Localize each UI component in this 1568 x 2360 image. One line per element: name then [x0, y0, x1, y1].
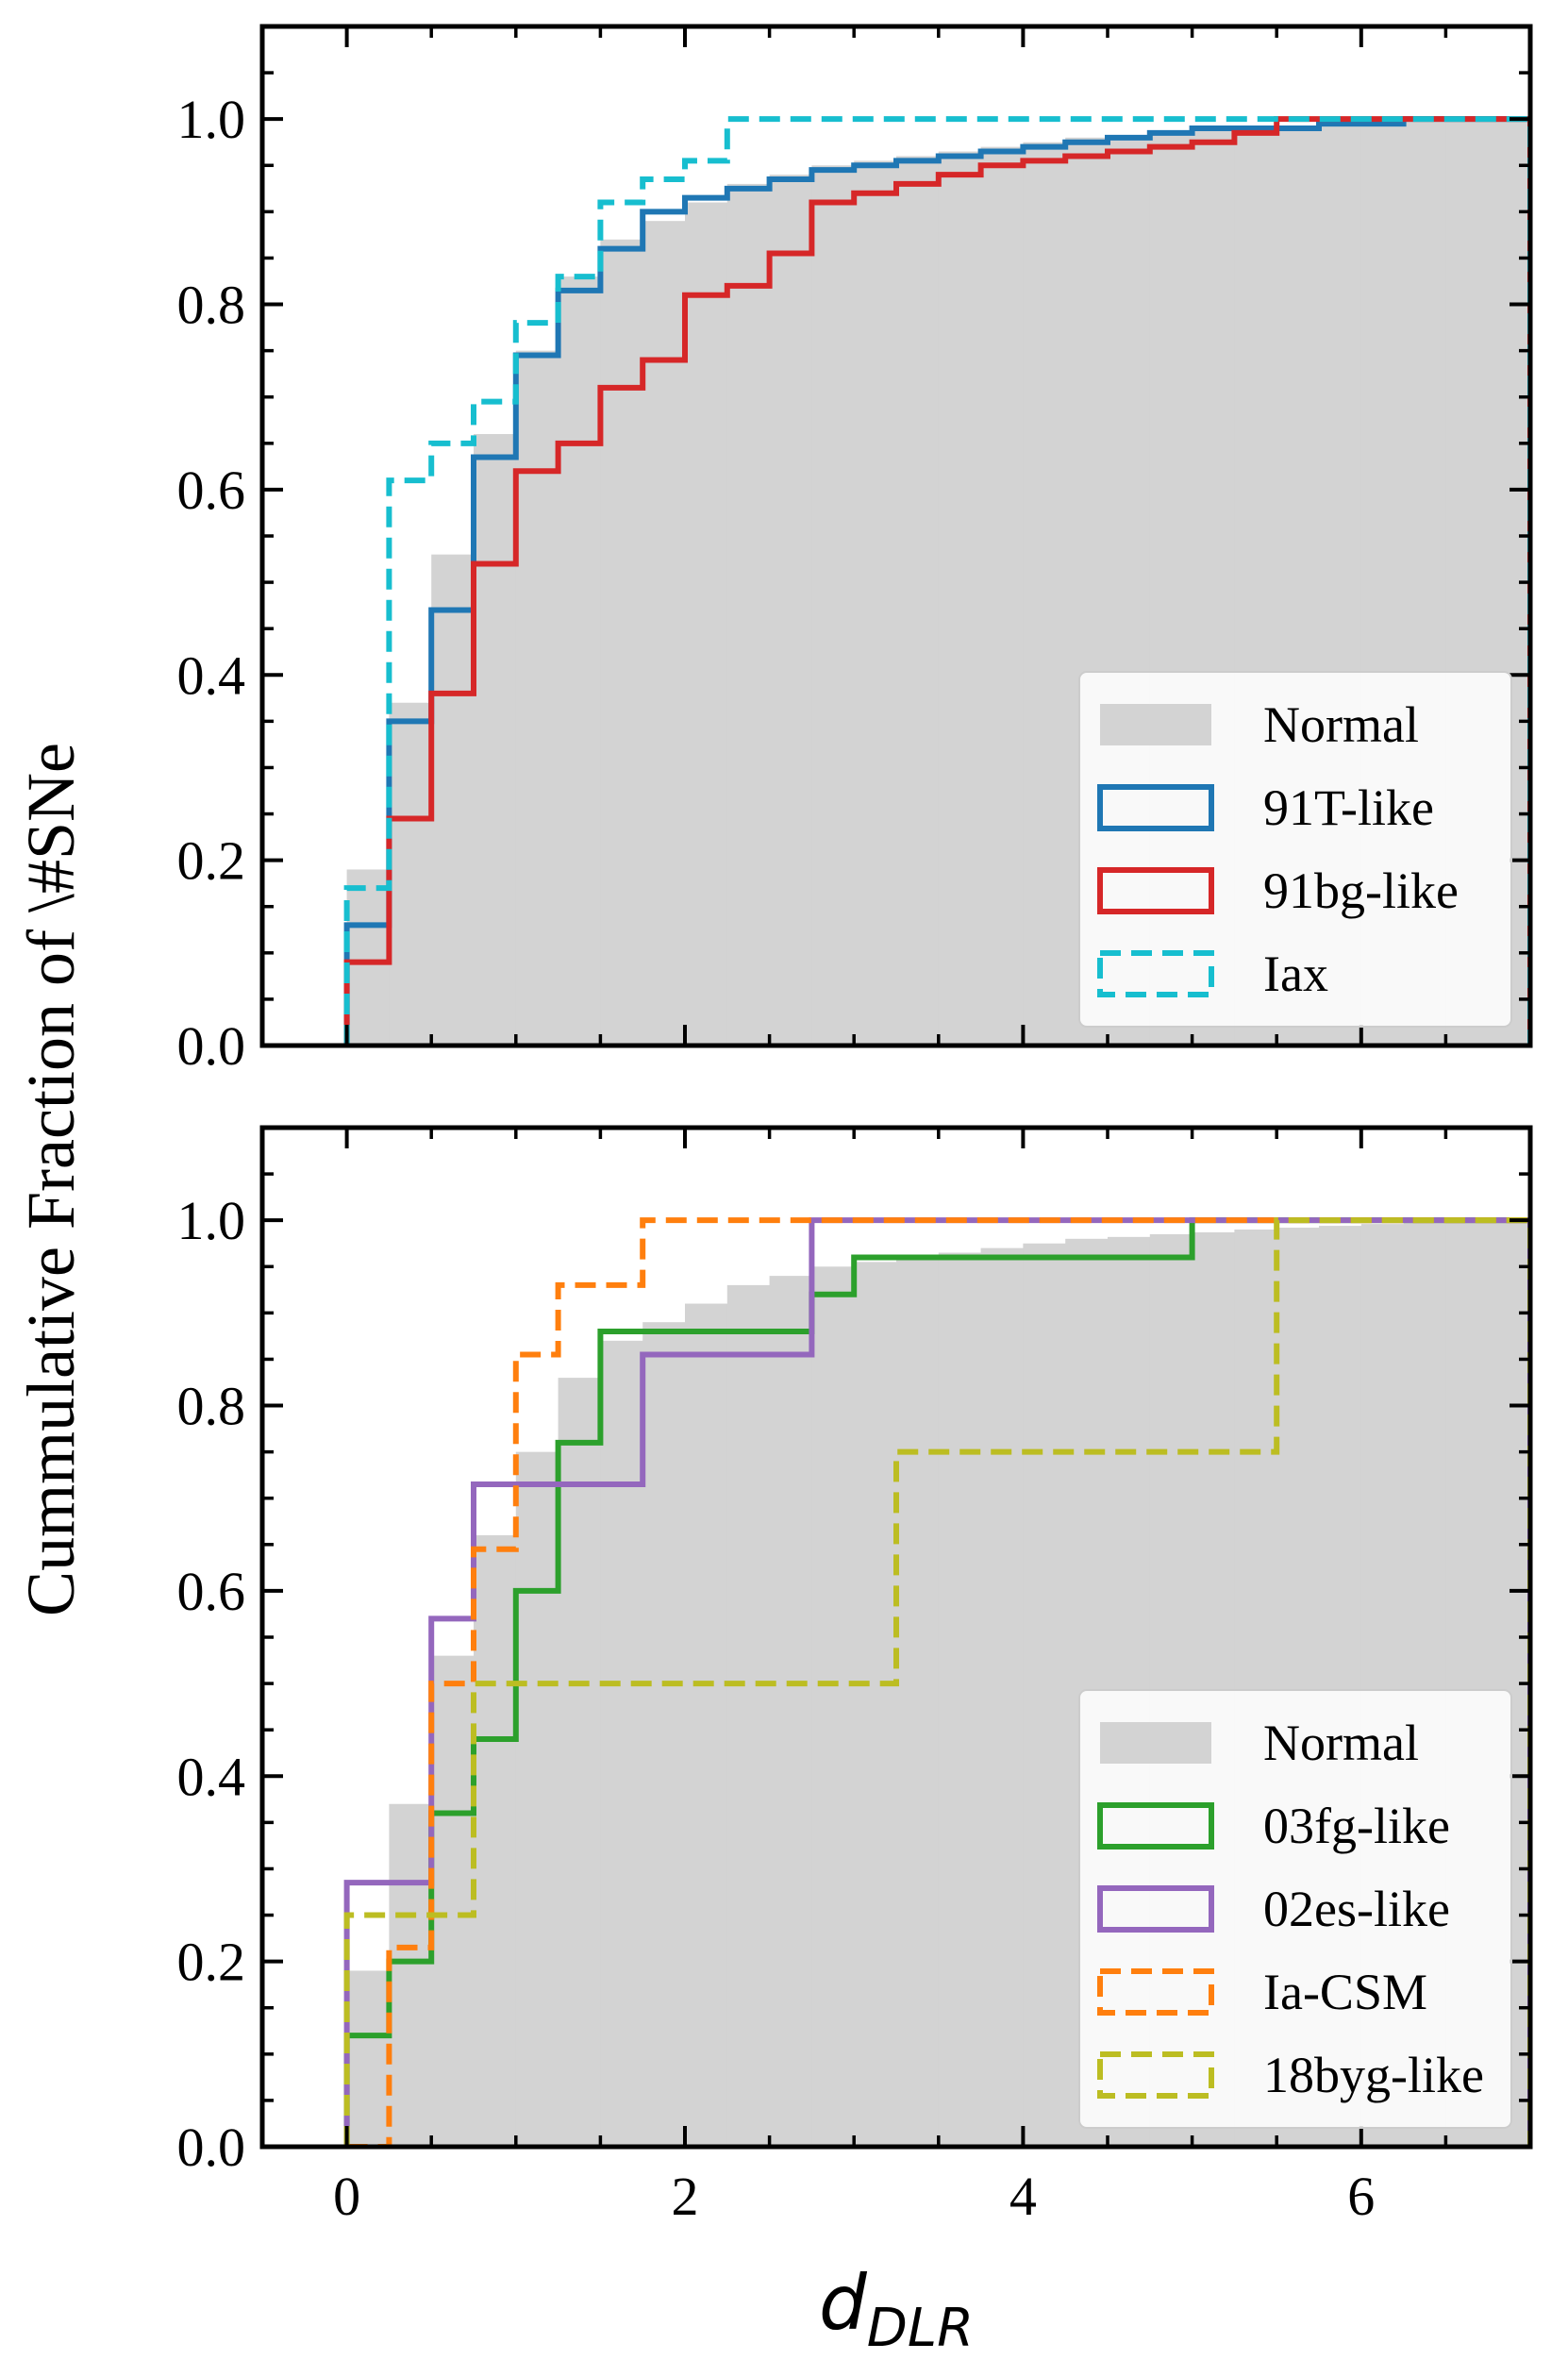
y-tick-label: 0.0	[177, 1015, 246, 1077]
bar-normal	[938, 151, 982, 1046]
x-tick-label: 0	[333, 2166, 360, 2227]
bar-normal	[431, 554, 475, 1046]
bar-normal	[642, 1322, 686, 2147]
series-normal	[346, 1220, 1530, 2147]
y-tick-label: 0.6	[177, 460, 246, 521]
bar-normal	[389, 702, 432, 1046]
series-line-18byg-like	[343, 1217, 1530, 2147]
bar-normal	[685, 202, 728, 1046]
y-tick-label: 0.6	[177, 1561, 246, 1622]
bar-normal	[1023, 1243, 1066, 2147]
axis-ticks	[260, 1126, 1532, 2149]
bar-normal	[474, 1535, 517, 2147]
bar-normal	[558, 276, 601, 1046]
bar-normal	[896, 1257, 940, 2147]
chart-panel-2: 0.0 0.2 0.4 0.6 0.8 1.0 0 2 4 6 Normal 03fg-like 02e…	[177, 1125, 1533, 2227]
bar-normal	[769, 175, 812, 1046]
legend-swatch-91t-like	[1097, 784, 1214, 831]
axis-ticks	[260, 25, 1532, 1047]
y-tick-label: 1.0	[177, 1190, 246, 1251]
bar-normal	[726, 1284, 771, 2147]
legend-label-03fg-like: 03fg-like	[1263, 1798, 1450, 1854]
bar-normal	[346, 1970, 390, 2147]
bar-normal	[854, 1262, 897, 2147]
x-tick-label: 6	[1347, 2166, 1375, 2227]
y-tick-label: 0.8	[177, 1376, 246, 1437]
y-tick-label: 0.2	[177, 1932, 246, 1993]
bar-normal	[474, 434, 517, 1046]
x-tick-label: 4	[1009, 2166, 1037, 2227]
legend-label-02es-like: 02es-like	[1263, 1881, 1450, 1937]
legend-swatch-iax	[1097, 950, 1214, 997]
x-tick-label: 2	[672, 2166, 699, 2227]
y-tick-label: 1.0	[177, 89, 246, 150]
legend-box	[1078, 1689, 1512, 2129]
x-axis-label-main: d	[819, 2259, 868, 2347]
legend-label-ia-csm: Ia-CSM	[1263, 1964, 1427, 2020]
legend-swatch-normal	[1100, 1722, 1211, 1764]
legend-label-normal: Normal	[1263, 1715, 1419, 1771]
legend-label-normal: Normal	[1263, 696, 1419, 753]
bar-normal	[980, 1247, 1024, 2147]
bar-normal	[346, 869, 390, 1046]
bar-normal	[726, 183, 771, 1046]
bar-normal	[854, 160, 897, 1046]
bar-normal	[642, 221, 686, 1046]
legend-label-91t-like: 91T-like	[1263, 779, 1434, 836]
bar-normal	[515, 350, 559, 1046]
plot-area	[343, 1217, 1530, 2147]
legend-swatch-ia-csm	[1097, 1968, 1214, 2016]
bar-normal	[769, 1276, 812, 2147]
series-line-iax	[343, 116, 1530, 1046]
legend-label-18byg-like: 18byg-like	[1263, 2047, 1484, 2103]
bar-normal	[896, 156, 940, 1046]
y-tick-label: 0.8	[177, 275, 246, 336]
y-axis-label: Cummulative Fraction of \#SNe	[13, 743, 89, 1616]
legend-swatch-18byg-like	[1097, 2051, 1214, 2099]
bar-normal	[811, 1266, 855, 2147]
series-line-91bg-like	[343, 116, 1530, 1046]
bar-normal	[515, 1451, 559, 2147]
legend-swatch-03fg-like	[1097, 1802, 1214, 1850]
legend: Normal 03fg-like 02es-like Ia-CSM 18byg-like	[1078, 1689, 1512, 2129]
bar-normal	[685, 1303, 728, 2147]
y-tick-label: 0.2	[177, 830, 246, 892]
bar-normal	[558, 1378, 601, 2147]
x-axis-label-sub: DLR	[867, 2298, 974, 2359]
chart-panel-1: 0.0 0.2 0.4 0.6 0.8 1.0 Normal 91T-like 91bg-lik…	[177, 24, 1533, 1077]
legend-label-91bg-like: 91bg-like	[1263, 862, 1459, 919]
y-tick-label: 0.4	[177, 644, 246, 706]
legend-swatch-normal	[1100, 704, 1211, 745]
bar-normal	[600, 1340, 643, 2147]
legend-swatch-02es-like	[1097, 1885, 1214, 1933]
legend-label-iax: Iax	[1263, 946, 1328, 1002]
bar-normal	[389, 1803, 432, 2147]
bar-normal	[431, 1655, 475, 2147]
bar-normal	[938, 1252, 982, 2147]
y-tick-label: 0.0	[177, 2117, 246, 2178]
bar-normal	[1023, 142, 1066, 1046]
legend-swatch-91bg-like	[1097, 867, 1214, 914]
bar-normal	[980, 146, 1024, 1046]
bar-normal	[811, 165, 855, 1046]
y-tick-label: 0.4	[177, 1746, 246, 1807]
legend-box	[1078, 671, 1512, 1028]
x-axis-label: dDLR	[819, 2259, 974, 2359]
legend: Normal 91T-like 91bg-like Iax	[1078, 671, 1512, 1028]
bar-normal	[600, 239, 643, 1046]
